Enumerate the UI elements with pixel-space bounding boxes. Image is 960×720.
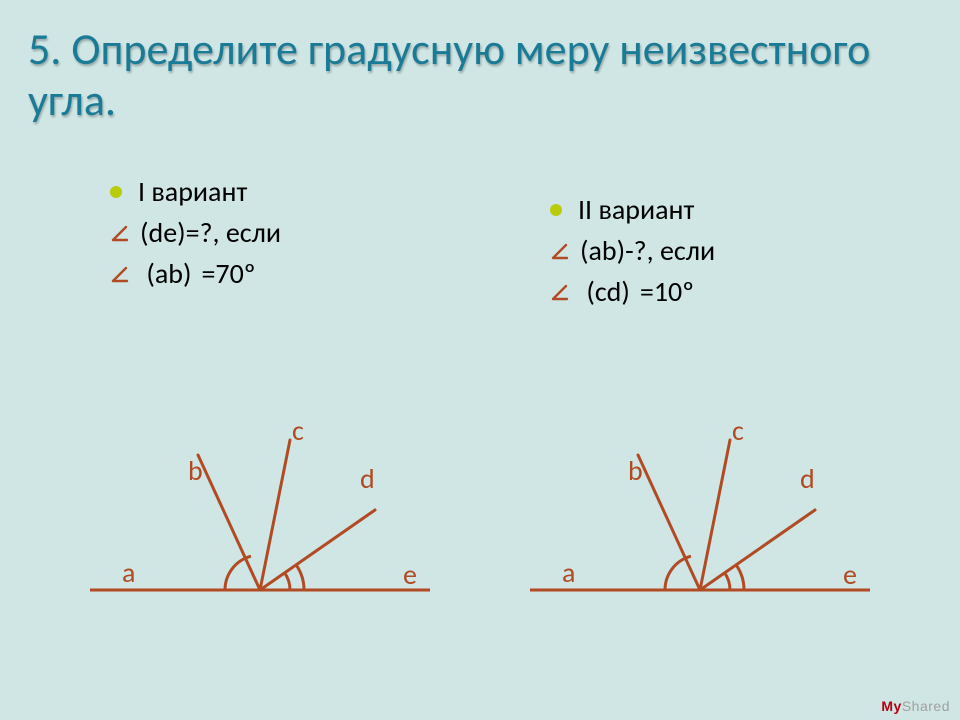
slide-title: 5. Определите градусную меру неизвестног… <box>28 24 920 125</box>
given-line: (cd) =10º <box>550 274 940 309</box>
watermark-shared: Shared <box>902 698 950 714</box>
variant-1-text: I вариант (de)=?, если (ab) =70º <box>70 168 500 297</box>
slide: 5. Определите градусную меру неизвестног… <box>0 0 960 720</box>
given-line: (ab) =70º <box>110 256 500 291</box>
given-suffix: =70º <box>201 256 255 291</box>
svg-text:a: a <box>562 555 575 590</box>
variant-2-label: II вариант <box>578 192 694 227</box>
question-line: (de)=?, если <box>110 215 500 250</box>
watermark: MyShared <box>881 698 950 714</box>
svg-text:d: d <box>800 461 815 496</box>
bullet-icon <box>110 186 122 198</box>
bullet-icon <box>550 204 562 216</box>
svg-text:a: a <box>122 555 135 590</box>
angle-icon <box>110 264 130 284</box>
given-prefix: (ab) <box>140 256 191 291</box>
svg-text:b: b <box>628 453 643 488</box>
question-text: (de)=?, если <box>140 215 281 250</box>
svg-text:e: e <box>403 557 417 592</box>
given-suffix: =10º <box>640 274 694 309</box>
angle-icon <box>110 223 130 243</box>
svg-text:e: e <box>843 557 857 592</box>
svg-text:c: c <box>732 413 744 448</box>
variant-heading: I вариант <box>110 174 500 209</box>
variant-2-text: II вариант (ab)-?, если (cd) =10º <box>510 186 940 315</box>
angle-icon <box>550 241 570 261</box>
diagram-variant-2: a b c d e <box>500 400 890 630</box>
svg-text:d: d <box>360 461 375 496</box>
given-prefix: (cd) <box>580 274 630 309</box>
diagram-variant-1: a b c d e <box>60 400 450 630</box>
variant-1-label: I вариант <box>138 174 247 209</box>
question-line: (ab)-?, если <box>550 233 940 268</box>
question-text: (ab)-?, если <box>580 233 715 268</box>
svg-text:b: b <box>188 453 203 488</box>
angle-icon <box>550 282 570 302</box>
variant-heading: II вариант <box>550 192 940 227</box>
svg-text:c: c <box>292 413 304 448</box>
watermark-my: My <box>881 698 901 714</box>
